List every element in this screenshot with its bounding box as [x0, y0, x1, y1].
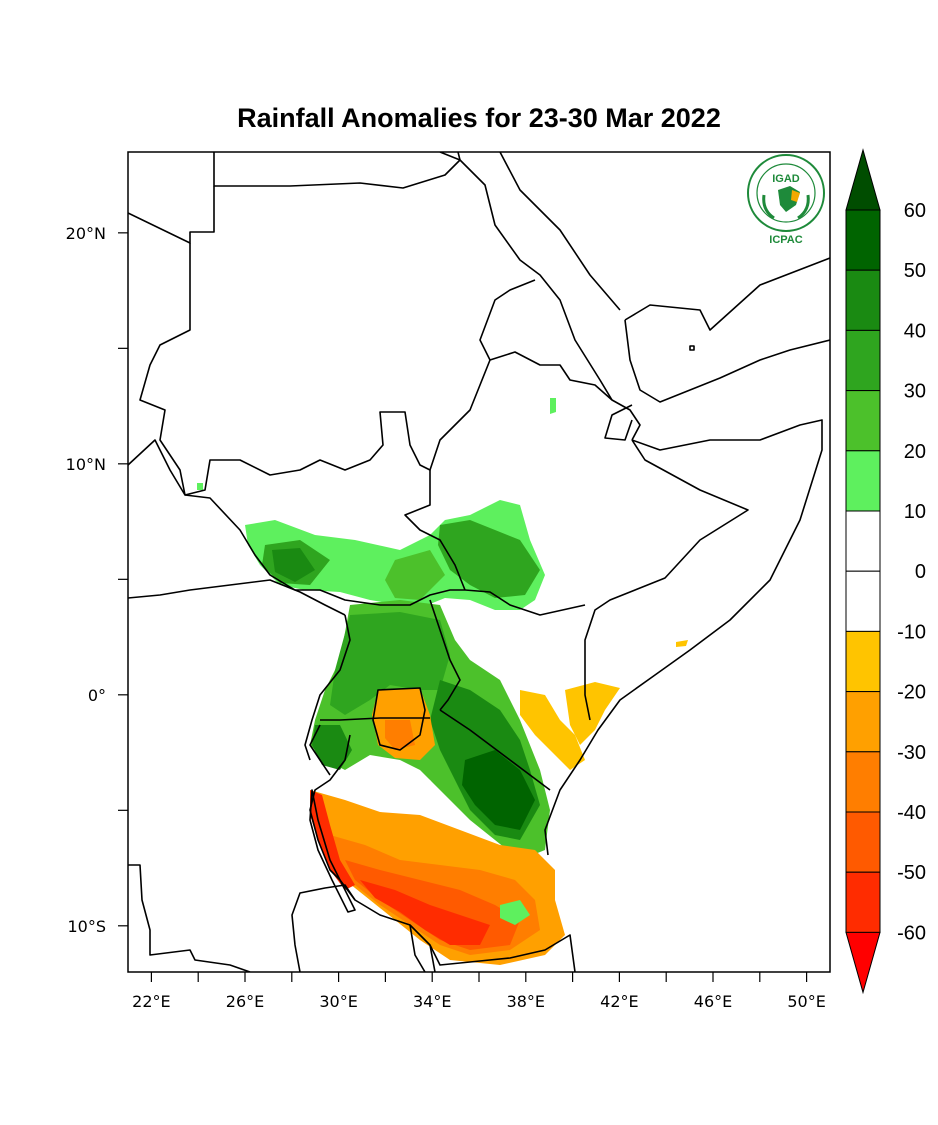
border-line	[429, 599, 461, 711]
anomaly-region-yellow-somalia	[565, 682, 620, 745]
border-line	[339, 879, 576, 972]
colorbar-segment	[845, 209, 881, 271]
colorbar-label: 0	[915, 561, 926, 583]
border-line	[499, 152, 621, 311]
border-line	[489, 351, 641, 441]
anomaly-region-dark-green-ss	[272, 548, 315, 582]
colorbar-segment	[845, 510, 881, 572]
colorbar-label: 50	[904, 260, 926, 282]
y-tick-label: 20°N	[66, 224, 106, 243]
anomaly-region-green-spot-ethiopia	[550, 398, 556, 414]
x-tick-label: 38°E	[507, 992, 545, 1011]
anomaly-region-red-tanzania	[360, 880, 490, 945]
country-borders	[128, 152, 830, 972]
colorbar-segment	[845, 450, 881, 512]
border-line	[604, 404, 633, 441]
colorbar-label: -40	[897, 802, 926, 824]
border-line	[624, 319, 830, 403]
colorbar-segment	[845, 811, 881, 873]
border-line	[128, 439, 186, 496]
anomaly-region-dark-green-west	[312, 725, 352, 770]
anomaly-region-green-southeast-tz	[500, 900, 530, 925]
colorbar-segment	[845, 329, 881, 392]
colorbar-label: -10	[897, 621, 926, 643]
colorbar-label: 40	[904, 320, 926, 342]
x-tick-label: 26°E	[226, 992, 264, 1011]
colorbar-bottom-arrow	[845, 931, 881, 995]
colorbar-segment	[845, 691, 881, 753]
anomaly-region-yellow-east-kenya	[520, 690, 585, 770]
border-line	[459, 159, 613, 401]
border-line	[304, 614, 351, 761]
border-line	[184, 494, 465, 606]
colorbar-label: 30	[904, 381, 926, 403]
y-tick-label: 10°S	[67, 917, 106, 936]
y-tick-label: 0°	[88, 686, 106, 705]
anomaly-region-yellow-spot	[676, 640, 688, 647]
anomaly-shading	[197, 398, 688, 965]
border-line	[624, 257, 830, 331]
logo-laurel-right	[797, 194, 810, 220]
border-line	[439, 152, 461, 161]
y-tick-label: 10°N	[66, 455, 106, 474]
page-title: Rainfall Anomalies for 23-30 Mar 2022	[237, 103, 721, 133]
border-line	[689, 345, 695, 351]
logo-bottom-text: ICPAC	[769, 234, 802, 246]
anomaly-region-green-ethiopia	[438, 520, 540, 598]
colorbar: 60 50 40 30 20 10 0 -10 -20 -30 -40 -50 -60	[845, 148, 926, 995]
colorbar-label: 60	[904, 200, 926, 222]
border-line	[404, 470, 466, 591]
border-line	[139, 243, 491, 496]
border-line	[128, 864, 251, 972]
border-line	[439, 709, 551, 791]
border-line	[584, 439, 749, 721]
x-tick-label: 34°E	[413, 992, 451, 1011]
y-axis: 20°N 10°N 0° 10°S	[66, 224, 128, 936]
x-tick-label: 22°E	[132, 992, 170, 1011]
border-line	[291, 884, 356, 972]
border-line	[409, 924, 426, 972]
colorbar-label: -20	[897, 682, 926, 704]
logo-map-accent	[791, 190, 800, 202]
colorbar-segment	[845, 269, 881, 331]
colorbar-segment	[845, 751, 881, 813]
colorbar-label: -30	[897, 742, 926, 764]
colorbar-segment	[845, 871, 881, 933]
border-line	[544, 419, 823, 856]
colorbar-label: 10	[904, 501, 926, 523]
lake-victoria-outline	[372, 687, 426, 751]
lake-tanganyika-outline	[309, 789, 356, 913]
x-tick-label: 46°E	[694, 992, 732, 1011]
x-tick-label: 50°E	[787, 992, 825, 1011]
anomaly-region-darkest-green-kenya	[462, 750, 535, 830]
colorbar-segment	[845, 630, 881, 693]
colorbar-segment	[845, 570, 881, 632]
border-line	[128, 186, 215, 244]
anomaly-region-mid-green-ss	[385, 550, 445, 600]
colorbar-label: -50	[897, 862, 926, 884]
border-line	[213, 152, 461, 189]
colorbar-label: -60	[897, 922, 926, 944]
logo-laurel-left	[762, 194, 775, 220]
border-line	[309, 734, 351, 881]
border-line	[309, 724, 331, 776]
igad-icpac-logo: IGAD ICPAC	[747, 154, 825, 246]
logo-top-text: IGAD	[772, 173, 800, 185]
anomaly-region-red-lake-tanganyika	[310, 790, 355, 890]
colorbar-segment	[845, 390, 881, 452]
anomaly-region-dark-orange-victoria	[385, 720, 415, 750]
border-line	[464, 589, 586, 616]
border-line	[429, 944, 436, 972]
x-axis: 22°E 26°E 30°E 34°E 38°E 42°E 46°E 50°E	[132, 972, 826, 1011]
colorbar-top-arrow	[845, 148, 881, 211]
border-line	[128, 579, 346, 616]
colorbar-label: 20	[904, 441, 926, 463]
x-tick-label: 30°E	[319, 992, 357, 1011]
x-tick-label: 42°E	[600, 992, 638, 1011]
border-line	[479, 279, 536, 361]
anomaly-region-green-spot-northwest	[197, 483, 203, 490]
border-line	[320, 717, 430, 721]
